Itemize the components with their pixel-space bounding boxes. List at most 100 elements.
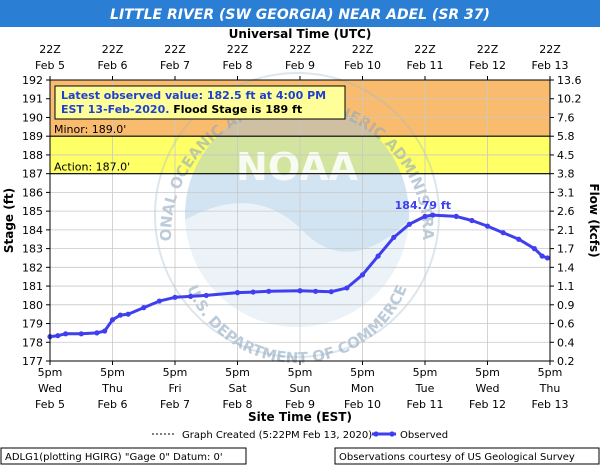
threshold-label: Minor: 189.0' (54, 123, 126, 136)
threshold-label: Action: 187.0' (54, 161, 130, 174)
y-tick-label: 185 (22, 205, 43, 218)
x-tick-label-day: Sun (290, 382, 311, 395)
x-tick-label-date: Feb 12 (469, 398, 506, 411)
x-tick-label-date: Feb 10 (344, 398, 381, 411)
footer-right-box (334, 447, 600, 465)
title-bar (0, 0, 600, 27)
y2-tick-label: 0.6 (557, 318, 575, 331)
x-axis-label: Site Time (EST) (248, 410, 352, 424)
top-tick-time: 22Z (102, 43, 124, 56)
y-tick-label: 188 (22, 149, 43, 162)
observed-point (516, 236, 522, 242)
observed-point (297, 288, 303, 294)
observed-point (344, 285, 350, 291)
x-tick-label-date: Feb 9 (285, 398, 315, 411)
footer-right-text: Observations courtesy of US Geological S… (339, 452, 575, 463)
x-tick-label-time: 5pm (475, 366, 500, 379)
x-tick-label-date: Feb 6 (98, 398, 128, 411)
top-tick-time: 22Z (227, 43, 249, 56)
legend-observed-dot (373, 431, 379, 437)
top-tick-date: Feb 7 (160, 59, 190, 72)
top-tick-date: Feb 9 (285, 59, 315, 72)
observed-point (141, 305, 147, 311)
y-tick-label: 184 (22, 224, 43, 237)
axes: 177 178 179 180 181 182 183 184 185 186 187 188 189 1… (2, 43, 600, 424)
top-tick-date: Feb 5 (35, 59, 65, 72)
y-tick-label: 178 (22, 336, 43, 349)
y2-tick-label: 4.5 (557, 149, 575, 162)
y-tick-label: 187 (22, 168, 43, 181)
top-tick-date: Feb 11 (407, 59, 444, 72)
observed-point (391, 234, 397, 240)
latest-box-frame (54, 85, 346, 120)
observed-point (469, 217, 475, 224)
y2-tick-label: 2.1 (557, 224, 575, 237)
observed-point (102, 328, 108, 334)
latest-box-date: EST 13-Feb-2020. (61, 103, 173, 116)
observed-point (328, 289, 334, 295)
latest-box-flood-stage: Flood Stage is 189 ft (173, 103, 302, 116)
x-tick-label-time: 5pm (100, 366, 125, 379)
observed-point (94, 330, 100, 336)
observed-point (313, 288, 319, 294)
x-tick-label-time: 5pm (350, 366, 375, 379)
top-tick-date: Feb 6 (98, 59, 128, 72)
footer-left-box (0, 447, 247, 465)
y-tick-label: 182 (22, 261, 43, 274)
top-tick-time: 22Z (164, 43, 186, 56)
top-tick-time: 22Z (352, 43, 374, 56)
observed-point (203, 292, 209, 299)
watermark-noaa-text: NOAA (236, 145, 358, 189)
observed-point (234, 290, 241, 296)
observed-point (544, 255, 550, 261)
y2-tick-label: 2.6 (557, 205, 575, 218)
observed-point (109, 317, 116, 323)
latest-box-line2: EST 13-Feb-2020. Flood Stage is 189 ft (61, 103, 302, 116)
top-tick-date: Feb 8 (223, 59, 253, 72)
observed-point (531, 246, 537, 252)
observed-point (375, 253, 381, 259)
y2-tick-label: 1.4 (557, 261, 575, 274)
y2-tick-label: 7.6 (557, 111, 575, 124)
x-tick-label-day: Tue (415, 382, 435, 395)
observed-point (406, 221, 412, 227)
x-tick-label-day: Mon (351, 382, 374, 395)
top-tick-date: Feb 12 (469, 59, 506, 72)
observed-point (188, 293, 194, 299)
observed-point (55, 333, 61, 339)
observed-point (266, 288, 272, 294)
top-tick-date: Feb 13 (532, 59, 569, 72)
y2-tick-label: 0.4 (557, 336, 575, 349)
threshold-lines: Minor: 189.0' Action: 187.0' (50, 123, 550, 175)
x-tick-label-date: Feb 13 (532, 398, 569, 411)
legend-footer: Graph Created (5:22PM Feb 13, 2020) Obser… (0, 430, 600, 465)
x-tick-label-day: Fri (168, 382, 181, 395)
y-tick-label: 181 (22, 280, 43, 293)
legend-graph-created: Graph Created (5:22PM Feb 13, 2020) (182, 430, 372, 441)
top-tick-date: Feb 10 (344, 59, 381, 72)
y2-tick-label: 1.7 (557, 243, 575, 256)
y2-tick-label: 3.8 (557, 168, 575, 181)
top-tick-time: 22Z (289, 43, 311, 56)
y2-tick-label: 10.2 (557, 93, 582, 106)
y2-tick-label: 1.1 (557, 280, 575, 293)
top-axis-title: Universal Time (UTC) (229, 27, 372, 41)
y-tick-label: 186 (22, 186, 43, 199)
top-tick-time: 22Z (414, 43, 436, 56)
x-tick-label-time: 5pm (538, 366, 563, 379)
observed-point (359, 272, 366, 278)
x-tick-label-date: Feb 7 (160, 398, 190, 411)
observed-point (250, 289, 256, 295)
y-tick-label: 183 (22, 243, 43, 256)
observed-point (156, 298, 162, 304)
x-tick-label-time: 5pm (288, 366, 313, 379)
x-tick-label-day: Sat (228, 382, 247, 395)
x-tick-label-day: Thu (101, 382, 123, 395)
legend-observed-dot (389, 431, 395, 437)
chart-title: LITTLE RIVER (SW GEORGIA) NEAR ADEL (SR … (110, 7, 490, 23)
observed-point (430, 212, 436, 218)
observed-point (422, 213, 428, 219)
y-tick-label: 179 (22, 318, 43, 331)
x-tick-label-time: 5pm (38, 366, 63, 379)
top-tick-time: 22Z (39, 43, 61, 56)
